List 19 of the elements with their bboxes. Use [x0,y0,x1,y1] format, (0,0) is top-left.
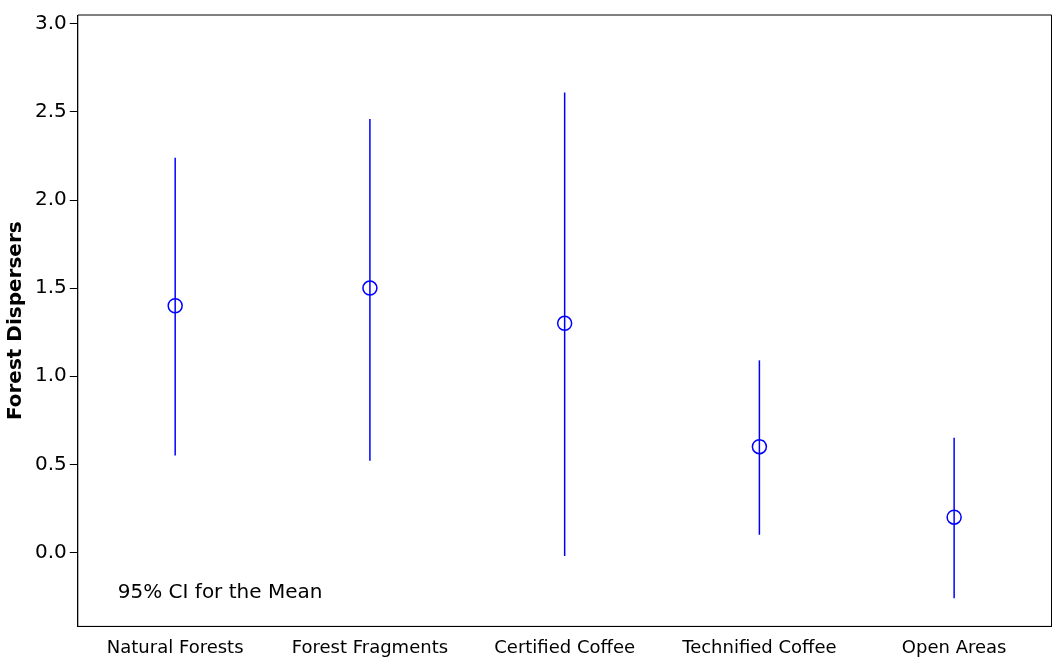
y-tick-label: 3.0 [34,10,67,35]
point [946,509,962,525]
point [167,297,183,314]
x-tick-label: Open Areas [901,635,1007,657]
point [362,280,378,296]
y-tick-label: 0.5 [34,450,67,475]
y-tick-label: 2.5 [34,98,67,123]
y-tick-label: 1.5 [34,274,67,299]
y-tick-label: 1.0 [34,362,67,387]
annotation: 95% CI for the Mean [117,578,323,603]
point [751,438,768,455]
x-tick-label: Certified Coffee [494,635,636,657]
x-tick-label: Forest Fragments [291,635,449,657]
point [556,315,573,332]
y-axis-title: Forest Dispersers [2,221,27,421]
x-tick-label: Technified Coffee [681,635,837,657]
x-tick-label: Natural Forests [106,635,244,657]
y-tick-label: 2.0 [34,186,67,211]
y-tick-label: 0.0 [34,538,67,563]
